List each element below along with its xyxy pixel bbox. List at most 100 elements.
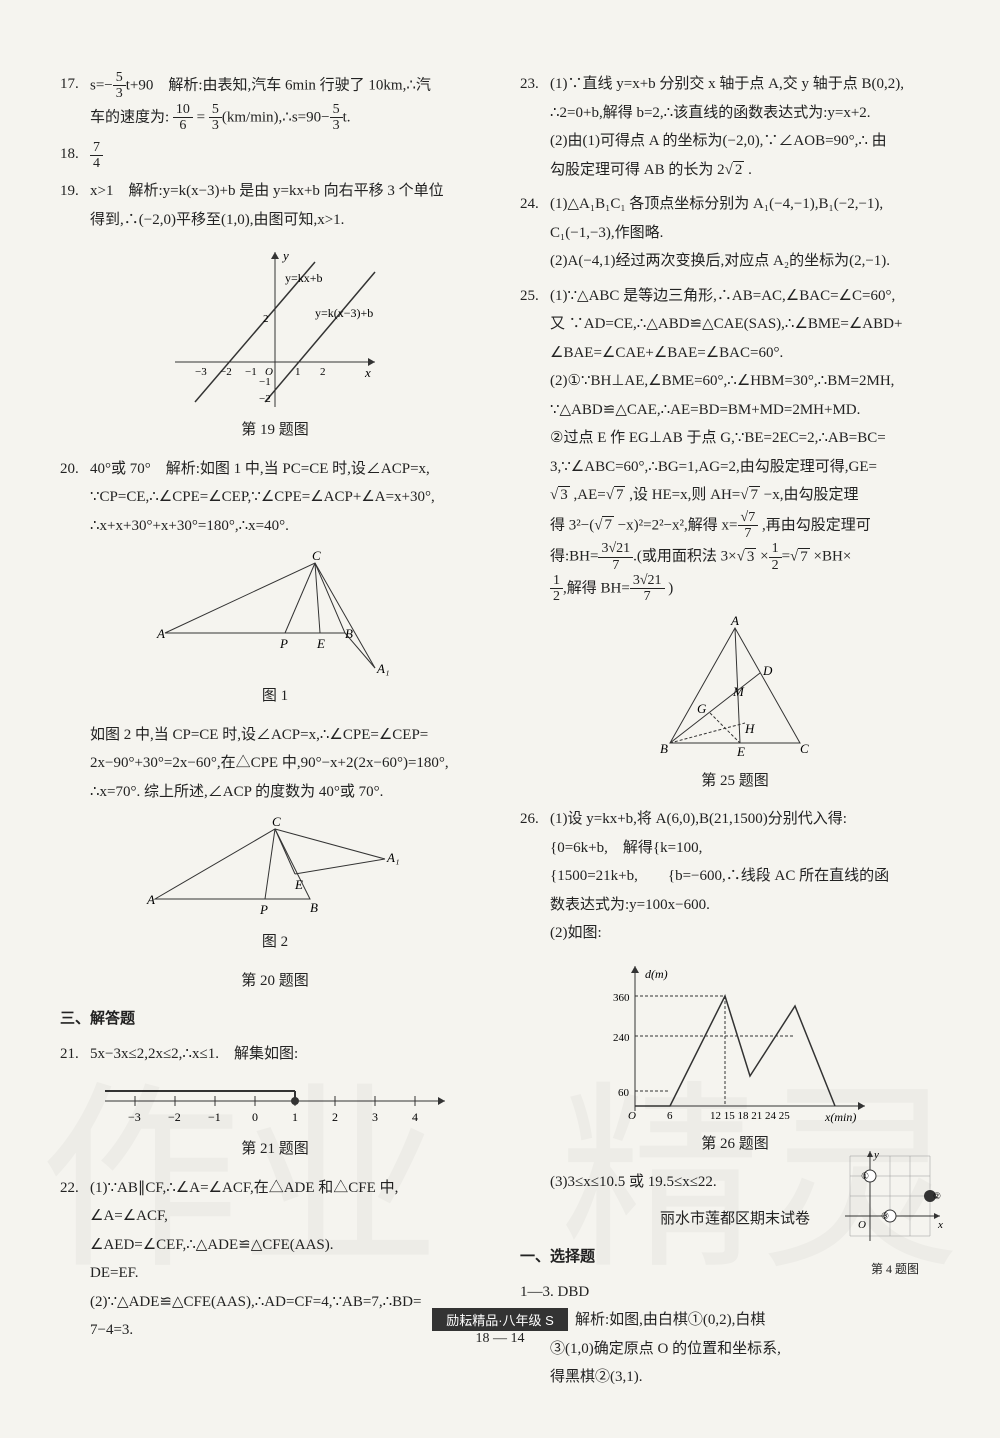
q19-body: x>1 解析:y=k(x−3)+b 是由 y=kx+b 向右平移 3 个单位 得… — [90, 177, 490, 234]
fig19-l1: y=kx+b — [285, 271, 323, 285]
q25-l11a: ,解得 BH= — [563, 580, 630, 596]
fig19-t3: −1 — [245, 366, 257, 378]
svg-text:B: B — [660, 741, 668, 756]
q4-l3: 得黑棋②(3,1). — [550, 1369, 643, 1385]
q17-l1a: s=− — [90, 77, 113, 93]
q22-l4: DE=EF. — [90, 1265, 139, 1281]
svg-text:C: C — [800, 741, 809, 756]
fig20b-c1: 图 2 — [60, 928, 490, 957]
svg-text:E: E — [294, 877, 303, 892]
q18-frac: 74 — [90, 140, 103, 172]
svg-text:240: 240 — [613, 1032, 630, 1044]
fig21-svg: −3−2 −10 12 34 — [95, 1076, 455, 1131]
svg-text:②: ② — [933, 1191, 941, 1201]
fig20b-svg: A B C P E A₁ — [135, 814, 415, 924]
fig20a: A B C P E A₁ 图 1 — [60, 548, 490, 711]
q23: 23. (1)∵直线 y=x+b 分别交 x 轴于点 A,交 y 轴于点 B(0… — [520, 70, 950, 184]
q25-l9a: 得 3²−( — [550, 517, 594, 533]
q20-l1: 40°或 70° 解析:如图 1 中,当 PC=CE 时,设∠ACP=x, — [90, 461, 430, 477]
fig19-t1: −3 — [195, 366, 207, 378]
fig26: d(m) x(min) 360 240 60 O 6 12 15 18 21 2… — [520, 956, 950, 1159]
q24-l1: (1)△A₁B₁C₁ 各顶点坐标分别为 A₁(−4,−1),B₁(−2,−1), — [550, 196, 883, 212]
fig19-ym2: −2 — [259, 393, 271, 405]
q20b-l3: ∴x=70°. 综上所述,∠ACP 的度数为 40°或 70°. — [90, 784, 383, 800]
svg-text:d(m): d(m) — [645, 967, 668, 981]
q25-l3: ∠BAE=∠CAE+∠BAE=∠BAC=60°. — [550, 345, 783, 361]
q25-l10e: ×BH× — [810, 549, 852, 565]
q21-num: 21. — [60, 1040, 90, 1069]
fig20b-c2: 第 20 题图 — [60, 967, 490, 996]
svg-text:A₁: A₁ — [376, 661, 389, 676]
q23-l3: (2)由(1)可得点 A 的坐标为(−2,0),∵∠AOB=90°,∴ 由 — [550, 133, 887, 149]
q23-l2: ∴2=0+b,解得 b=2,∴该直线的函数表达式为:y=x+2. — [550, 105, 871, 121]
fig19-caption: 第 19 题图 — [60, 416, 490, 445]
fig19-ym1: −1 — [259, 376, 271, 388]
svg-text:x: x — [937, 1219, 943, 1231]
q25-f5: 3√217 — [630, 573, 665, 605]
svg-text:O: O — [858, 1219, 866, 1231]
svg-text:E: E — [316, 636, 325, 651]
svg-text:A: A — [730, 613, 739, 628]
fig25-caption: 第 25 题图 — [520, 767, 950, 796]
q20b-l1: 如图 2 中,当 CP=CE 时,设∠ACP=x,∴∠CPE=∠CEP= — [90, 727, 428, 743]
svg-text:1: 1 — [292, 1110, 298, 1124]
q24-num: 24. — [520, 190, 550, 276]
q25-f3: 12 — [769, 541, 782, 573]
fig19: y x y=kx+b y=k(x−3)+b −3 −2 −1 O 1 2 2 −… — [60, 242, 490, 445]
q21-body: 5x−3x≤2,2x≤2,∴x≤1. 解集如图: — [90, 1040, 490, 1069]
q18-num: 18. — [60, 140, 90, 172]
q26-l5: (2)如图: — [550, 925, 602, 941]
q19: 19. x>1 解析:y=k(x−3)+b 是由 y=kx+b 向右平移 3 个… — [60, 177, 490, 234]
svg-text:H: H — [744, 721, 755, 736]
q26-l2b: 解得 — [623, 840, 653, 856]
fig19-t2: −2 — [220, 366, 232, 378]
fig19-l2: y=k(x−3)+b — [315, 306, 373, 320]
svg-text:A: A — [156, 626, 165, 641]
q25-s6: 7 — [798, 548, 810, 565]
q20: 20. 40°或 70° 解析:如图 1 中,当 PC=CE 时,设∠ACP=x… — [60, 455, 490, 541]
q17-l1b: t+90 解析:由表知,汽车 6min 行驶了 10km,∴汽 — [126, 77, 431, 93]
fig20a-caption: 图 1 — [60, 682, 490, 711]
q25-s5: 3 — [745, 548, 757, 565]
q25-l10c: × — [756, 549, 768, 565]
q26-body: (1)设 y=kx+b,将 A(6,0),B(21,1500)分别代入得: {0… — [550, 805, 950, 948]
svg-text:60: 60 — [618, 1087, 630, 1099]
q25-l6: ②过点 E 作 EG⊥AB 于点 G,∵BE=2EC=2,∴AB=BC= — [550, 430, 886, 446]
footer-label: 励耘精品·八年级 S — [432, 1308, 568, 1331]
q25-f1: √77 — [738, 510, 759, 542]
q19-l2: 得到,∴(−2,0)平移至(1,0),由图可知,x>1. — [90, 212, 344, 228]
q25-l10a: 得:BH= — [550, 549, 598, 565]
q22-l2: ∠A=∠ACF, — [90, 1208, 168, 1224]
q25-s3: 7 — [749, 486, 761, 503]
q23-l4c: . — [744, 162, 752, 178]
q25-s4: 7 — [602, 516, 614, 533]
q25-l8c: ,设 HE=x,则 AH= — [625, 487, 740, 503]
q26: 26. (1)设 y=kx+b,将 A(6,0),B(21,1500)分别代入得… — [520, 805, 950, 948]
q19-l1: x>1 解析:y=k(x−3)+b 是由 y=kx+b 向右平移 3 个单位 — [90, 183, 444, 199]
q17-f2: 106 — [173, 102, 193, 134]
q25-num: 25. — [520, 282, 550, 605]
q26-num: 26. — [520, 805, 550, 948]
q17-num: 17. — [60, 70, 90, 134]
q18: 18. 74 — [60, 140, 490, 172]
fig19-t6: 2 — [320, 366, 326, 378]
q25-l8b: ,AE= — [570, 487, 606, 503]
q25-s2: 7 — [614, 486, 626, 503]
svg-text:4: 4 — [412, 1110, 418, 1124]
svg-text:E: E — [736, 744, 745, 759]
q17-body: s=−53t+90 解析:由表知,汽车 6min 行驶了 10km,∴汽 车的速… — [90, 70, 490, 134]
q26-l1: (1)设 y=kx+b,将 A(6,0),B(21,1500)分别代入得: — [550, 811, 847, 827]
fig21-caption: 第 21 题图 — [60, 1135, 490, 1164]
svg-text:y: y — [873, 1149, 879, 1161]
q18-body: 74 — [90, 140, 490, 172]
page-footer: 励耘精品·八年级 S 18 — 14 — [0, 1308, 1000, 1347]
q19-num: 19. — [60, 177, 90, 234]
svg-text:0: 0 — [252, 1110, 258, 1124]
svg-text:3: 3 — [372, 1110, 378, 1124]
q24-l3: (2)A(−4,1)经过两次变换后,对应点 A₂的坐标为(2,−1). — [550, 253, 890, 269]
svg-text:−3: −3 — [128, 1110, 141, 1124]
q24-l2: C₁(−1,−3),作图略. — [550, 225, 663, 241]
q26-l3c: ∴线段 AC 所在直线的函 — [726, 868, 889, 884]
svg-text:−2: −2 — [168, 1110, 181, 1124]
q25-l10d: = — [782, 549, 790, 565]
